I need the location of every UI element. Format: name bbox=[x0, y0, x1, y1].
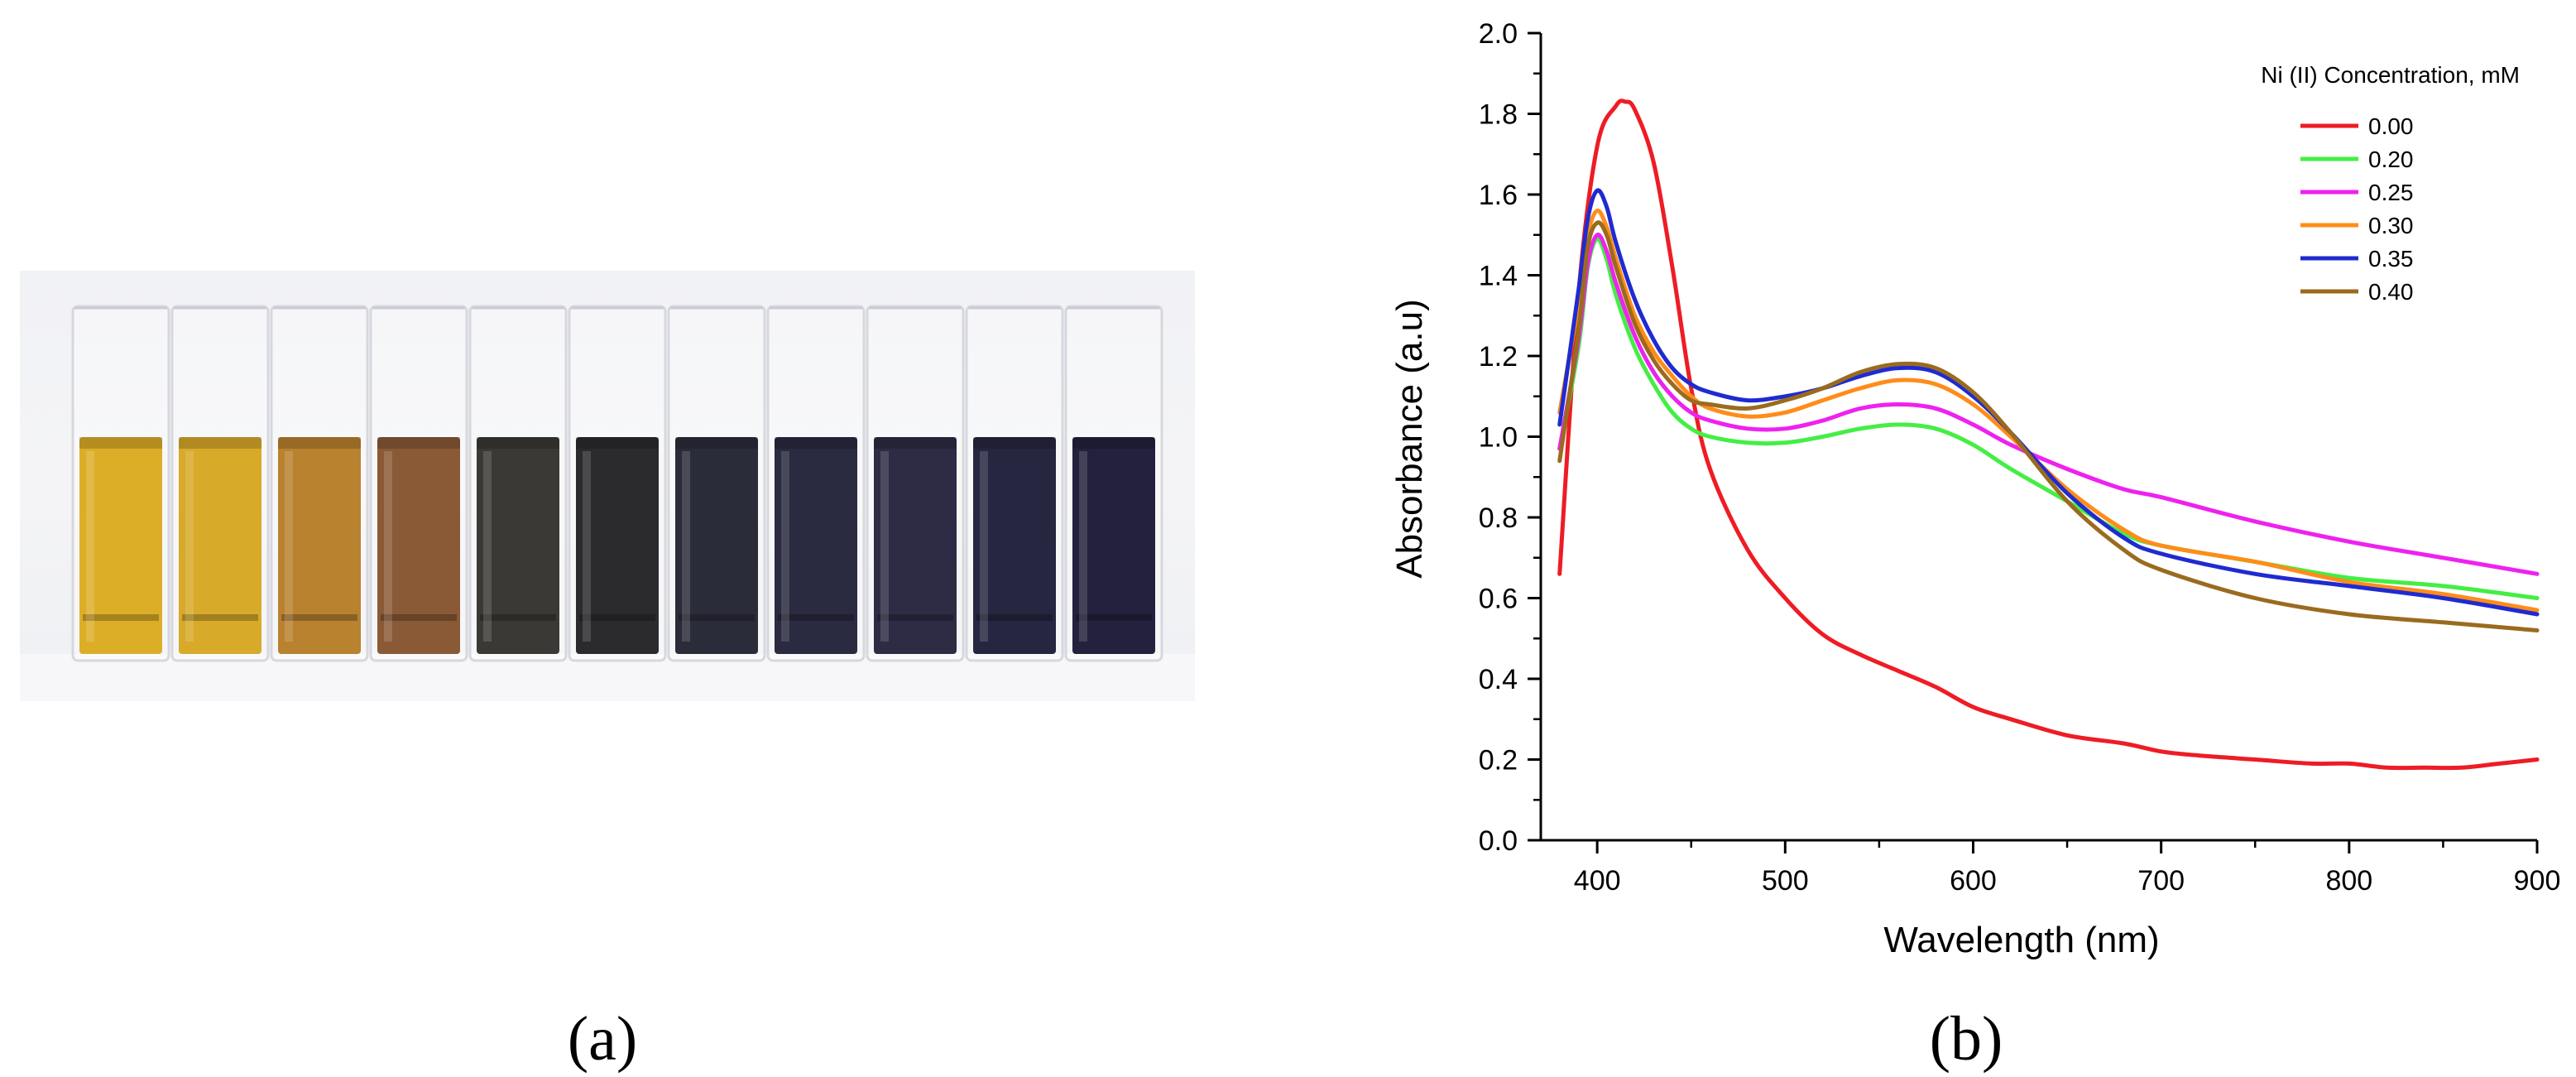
legend-item: 0.30 bbox=[2300, 213, 2414, 238]
series-line-0.00 bbox=[1557, 99, 2540, 771]
cuvette bbox=[568, 305, 667, 662]
y-tick-label: 0.4 bbox=[1479, 664, 1518, 695]
x-axis-label: Wavelength (nm) bbox=[1883, 920, 2159, 960]
legend-label: 0.35 bbox=[2368, 246, 2414, 272]
cuvette-liquid bbox=[874, 437, 957, 654]
legend-title: Ni (II) Concentration, mM bbox=[2261, 62, 2520, 88]
cuvette-liquid bbox=[973, 437, 1056, 654]
legend-label: 0.25 bbox=[2368, 180, 2414, 205]
cuvette-liquid bbox=[675, 437, 758, 654]
cuvette-liquid bbox=[1072, 437, 1155, 654]
x-tick-label: 600 bbox=[1950, 865, 1997, 897]
cuvette-photo bbox=[20, 271, 1195, 701]
y-tick-label: 0.0 bbox=[1479, 825, 1518, 857]
x-tick-label: 900 bbox=[2514, 865, 2561, 897]
y-tick-label: 2.0 bbox=[1479, 18, 1518, 50]
cuvette-liquid bbox=[576, 437, 659, 654]
cuvette bbox=[170, 305, 270, 662]
legend-label: 0.20 bbox=[2368, 147, 2414, 172]
cuvette bbox=[71, 305, 170, 662]
cuvette-liquid bbox=[179, 437, 261, 654]
cuvette-liquid bbox=[377, 437, 460, 654]
legend-label: 0.00 bbox=[2368, 113, 2414, 139]
x-tick-label: 400 bbox=[1574, 865, 1621, 897]
y-tick-label: 1.8 bbox=[1479, 99, 1518, 131]
y-tick-label: 1.0 bbox=[1479, 422, 1518, 454]
cuvette-liquid bbox=[477, 437, 559, 654]
series-line-0.30 bbox=[1557, 208, 2540, 613]
y-tick-label: 1.6 bbox=[1479, 180, 1518, 211]
series-line-0.25 bbox=[1557, 233, 2540, 576]
y-tick-label: 1.2 bbox=[1479, 341, 1518, 373]
legend-item: 0.20 bbox=[2300, 147, 2414, 172]
cuvette bbox=[468, 305, 568, 662]
legend-item: 0.40 bbox=[2300, 279, 2414, 305]
cuvette bbox=[369, 305, 468, 662]
cuvette bbox=[866, 305, 965, 662]
cuvette bbox=[965, 305, 1064, 662]
y-axis-label: Absorbance (a.u) bbox=[1389, 299, 1430, 579]
y-tick-label: 0.2 bbox=[1479, 745, 1518, 776]
cuvette bbox=[766, 305, 866, 662]
legend-item: 0.25 bbox=[2300, 180, 2414, 205]
x-tick-label: 700 bbox=[2137, 865, 2185, 897]
series-line-0.40 bbox=[1557, 220, 2540, 632]
cuvette-liquid bbox=[775, 437, 857, 654]
cuvette bbox=[667, 305, 766, 662]
cuvette bbox=[270, 305, 369, 662]
x-tick-label: 500 bbox=[1762, 865, 1809, 897]
legend-label: 0.40 bbox=[2368, 279, 2414, 305]
y-tick-label: 1.4 bbox=[1479, 261, 1518, 292]
panel-label-b: (b) bbox=[1929, 1004, 2003, 1074]
panel-label-a: (a) bbox=[567, 1004, 638, 1074]
cuvette-liquid bbox=[79, 437, 162, 654]
legend-item: 0.35 bbox=[2300, 246, 2414, 272]
cuvette bbox=[1064, 305, 1163, 662]
y-tick-label: 0.8 bbox=[1479, 502, 1518, 534]
legend-item: 0.00 bbox=[2300, 113, 2414, 139]
y-tick-label: 0.6 bbox=[1479, 584, 1518, 615]
legend-label: 0.30 bbox=[2368, 213, 2414, 238]
x-tick-label: 800 bbox=[2325, 865, 2372, 897]
legend: Ni (II) Concentration, mM 0.00 0.20 0.25 0.… bbox=[2261, 62, 2520, 305]
cuvette-liquid bbox=[278, 437, 361, 654]
